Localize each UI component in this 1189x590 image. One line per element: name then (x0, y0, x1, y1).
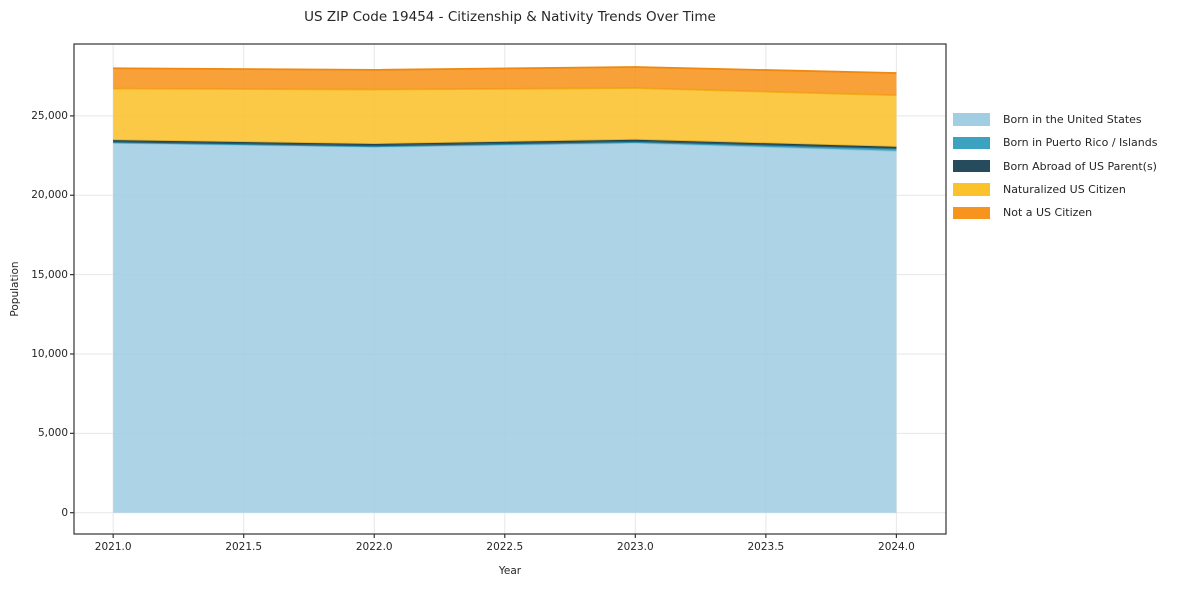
legend-label: Not a US Citizen (1003, 206, 1093, 220)
legend-item: Born Abroad of US Parent(s) (953, 155, 1157, 178)
area-edge-not-a-us-citizen (113, 66, 897, 74)
legend-swatch (953, 113, 990, 126)
legend-item: Not a US Citizen (953, 201, 1157, 224)
x-tick-label: 2022.0 (355, 541, 393, 553)
x-tick-label: 2022.5 (486, 541, 524, 553)
legend-swatch (953, 183, 990, 196)
legend-item: Naturalized US Citizen (953, 178, 1157, 201)
y-tick-label: 25,000 (31, 109, 68, 122)
legend-label: Born in the United States (1003, 113, 1142, 127)
x-tick-label: 2021.5 (225, 541, 263, 553)
area-not-a-us-citizen (113, 67, 897, 96)
chart-title: US ZIP Code 19454 - Citizenship & Nativi… (304, 9, 716, 25)
x-tick-label: 2021.0 (94, 541, 132, 553)
chart-legend: Born in the United States Born in Puerto … (953, 108, 1157, 224)
y-tick-label: 20,000 (31, 189, 68, 202)
x-axis-label: Year (498, 565, 522, 577)
legend-label: Born in Puerto Rico / Islands (1003, 136, 1158, 150)
legend-item: Born in the United States (953, 108, 1157, 131)
area-born-in-the-united-states (113, 142, 897, 513)
x-tick-label: 2023.0 (616, 541, 654, 553)
legend-swatch (953, 136, 990, 150)
plot-frame (73, 43, 947, 535)
y-tick-label: 15,000 (31, 268, 68, 281)
legend-label: Naturalized US Citizen (1003, 183, 1126, 197)
x-tick-label: 2024.0 (878, 541, 915, 553)
legend-label: Born Abroad of US Parent(s) (1003, 159, 1157, 173)
x-tick-label: 2023.5 (747, 541, 785, 553)
legend-item: Born in Puerto Rico / Islands (953, 131, 1157, 154)
y-tick-label: 0 (61, 506, 68, 519)
legend-swatch (953, 159, 990, 173)
y-tick-label: 10,000 (31, 347, 68, 360)
area-naturalized-us-citizen (113, 88, 897, 147)
legend-swatch (953, 206, 990, 220)
y-tick-label: 5,000 (37, 427, 68, 440)
